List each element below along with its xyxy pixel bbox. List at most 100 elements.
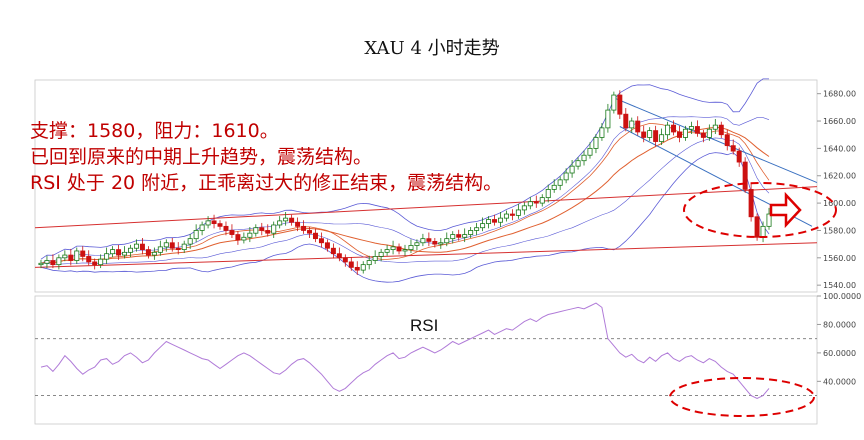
candle-body	[539, 197, 545, 204]
candle-body	[68, 254, 74, 261]
candle-body	[659, 134, 665, 142]
candle-body	[623, 113, 629, 129]
candle-body	[151, 251, 157, 256]
rsi-series	[40, 302, 770, 399]
candle-body	[754, 216, 760, 238]
candle-body	[718, 124, 724, 136]
candle-body	[211, 220, 217, 225]
candle-body	[432, 240, 438, 245]
candle-body	[80, 250, 86, 257]
candle-body	[503, 213, 509, 219]
candle-body	[706, 128, 712, 138]
price-tick-label: 1560.00	[823, 254, 856, 263]
candle-body	[289, 217, 295, 223]
candle-body	[515, 209, 521, 216]
candle-body	[748, 189, 754, 218]
candle-body	[492, 219, 498, 223]
candle-body	[480, 223, 486, 229]
candle-body	[56, 257, 62, 266]
candle-body	[545, 189, 551, 199]
candlesticks	[38, 90, 772, 275]
candle-body	[450, 234, 456, 240]
candle-body	[617, 94, 623, 115]
candle-body	[629, 120, 635, 129]
candle-body	[462, 234, 468, 238]
candle-body	[671, 124, 677, 133]
bollinger-upper	[40, 78, 769, 260]
candle-body	[587, 147, 593, 156]
candle-body	[557, 179, 563, 186]
candle-body	[92, 261, 98, 266]
candle-body	[163, 242, 169, 248]
candle-body	[336, 253, 342, 259]
candle-body	[611, 94, 617, 111]
candle-body	[575, 160, 581, 167]
candle-body	[330, 247, 336, 255]
candle-body	[360, 264, 366, 271]
candle-body	[116, 249, 122, 256]
candle-body	[128, 247, 133, 253]
candle-body	[86, 256, 92, 263]
rsi-tick-label: 60.0000	[823, 349, 856, 358]
candle-body	[301, 225, 307, 231]
candle-body	[521, 205, 527, 211]
candle-body	[342, 257, 348, 263]
candle-body	[307, 230, 313, 234]
candle-body	[193, 230, 199, 240]
candle-body	[312, 232, 318, 240]
candle-body	[551, 184, 557, 190]
candle-body	[384, 249, 390, 253]
candle-body	[110, 249, 116, 255]
chart-title: XAU 4 小时走势	[364, 38, 500, 59]
candle-body	[456, 234, 462, 238]
candle-body	[44, 260, 50, 264]
candle-body	[766, 213, 772, 227]
candle-body	[122, 251, 128, 256]
candle-body	[295, 221, 301, 227]
candle-body	[74, 250, 80, 261]
candle-body	[283, 217, 289, 222]
candle-body	[724, 134, 730, 147]
candle-body	[533, 201, 539, 204]
price-tick-label: 1640.00	[823, 144, 856, 153]
candle-body	[187, 238, 193, 245]
candle-body	[635, 120, 641, 133]
downtrend-line-upper	[613, 97, 818, 184]
candle-body	[760, 225, 766, 238]
price-y-axis: 1680.00 1660.00 1640.00 1620.00 1600.00 1580.…	[817, 90, 856, 290]
candle-body	[271, 224, 277, 234]
price-tick-label: 1680.00	[823, 90, 856, 99]
candle-body	[366, 260, 372, 266]
candle-body	[169, 242, 175, 249]
candle-body	[104, 253, 110, 260]
candle-body	[647, 130, 653, 138]
price-tick-label: 1600.00	[823, 199, 856, 208]
rsi-tick-label: 80.0000	[823, 320, 856, 329]
rsi-title: RSI	[410, 316, 439, 335]
candle-body	[50, 260, 56, 266]
candle-body	[653, 130, 659, 142]
candle-body	[348, 261, 354, 268]
candle-body	[497, 217, 503, 223]
candle-body	[677, 131, 682, 138]
candle-body	[253, 227, 259, 234]
annotation-rsi: RSI 处于 20 附近，正乖离过大的修正结束，震荡结构。	[30, 172, 503, 194]
price-tick-label: 1620.00	[823, 172, 856, 181]
rsi-y-axis: 100.0000 80.0000 60.0000 40.0000	[35, 292, 861, 396]
candle-body	[372, 256, 378, 261]
candle-body	[175, 247, 181, 250]
candle-body	[474, 227, 480, 231]
candle-body	[509, 213, 515, 216]
rsi-panel-frame	[34, 295, 818, 425]
candle-body	[700, 132, 706, 138]
resistance-trendline	[34, 186, 818, 229]
candle-body	[682, 128, 688, 138]
candle-body	[223, 225, 229, 231]
annotation-trend: 已回到原来的中期上升趋势，震荡结构。	[30, 146, 373, 168]
candle-body	[563, 172, 569, 181]
candle-body	[145, 249, 151, 256]
candle-body	[402, 249, 408, 252]
candle-body	[736, 150, 742, 163]
bollinger-lower	[40, 152, 770, 283]
candle-body	[742, 161, 748, 190]
